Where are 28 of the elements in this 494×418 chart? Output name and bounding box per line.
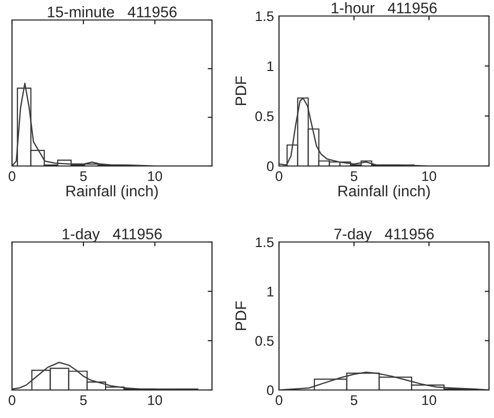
y-tick-label: 0.5: [255, 336, 274, 346]
x-axis-title: Rainfall (inch): [66, 185, 158, 200]
x-tick-label: 0: [276, 395, 282, 406]
x-tick-label: 0: [276, 171, 282, 182]
chart-title: 1-hour 411956: [332, 2, 437, 14]
x-tick-label: 0: [8, 171, 16, 182]
x-tick-label: 5: [350, 171, 358, 182]
y-tick-label: 1: [267, 286, 274, 296]
chart-title: 1-day 411956: [62, 228, 162, 242]
y-tick-label: 1: [267, 61, 274, 72]
x-tick-label: 5: [80, 171, 87, 182]
x-tick-label: 10: [148, 171, 162, 182]
chart-title: 15-minute 411956: [48, 6, 177, 18]
x-tick-label: 10: [422, 395, 436, 406]
x-tick-label: 5: [350, 395, 358, 406]
y-tick-label: 1.5: [256, 11, 274, 22]
y-tick-label: 0: [266, 385, 274, 396]
x-axis-title: Rainfall (inch): [338, 185, 430, 200]
y-axis-title: PDF: [236, 76, 246, 106]
y-axis-title: PDF: [236, 301, 246, 330]
x-tick-label: 10: [422, 171, 436, 182]
x-tick-label: 5: [80, 395, 87, 406]
x-tick-label: 10: [148, 395, 162, 406]
y-tick-label: 0: [266, 161, 274, 172]
chart-title: 7-day 411956: [334, 228, 434, 242]
y-tick-label: 1.5: [256, 237, 274, 248]
x-tick-label: 0: [8, 395, 16, 406]
y-tick-label: 0.5: [255, 111, 274, 122]
